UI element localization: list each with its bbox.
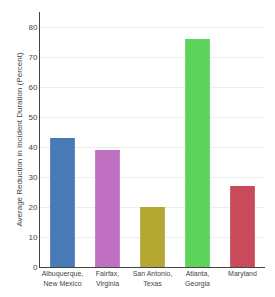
svg-text:10: 10 (28, 233, 37, 242)
svg-text:40: 40 (28, 143, 37, 152)
svg-text:0: 0 (33, 263, 38, 272)
svg-text:20: 20 (28, 203, 37, 212)
svg-text:San Antonio,Texas: San Antonio,Texas (133, 270, 173, 286)
svg-text:Atlanta,Georgia: Atlanta,Georgia (185, 270, 210, 287)
svg-text:60: 60 (28, 83, 37, 92)
svg-text:Albuquerque,New Mexico: Albuquerque,New Mexico (42, 270, 84, 286)
svg-text:70: 70 (28, 53, 37, 62)
svg-text:30: 30 (28, 173, 37, 182)
svg-text:50: 50 (28, 113, 37, 122)
svg-text:80: 80 (28, 23, 37, 32)
svg-text:Fairfax,Virginia: Fairfax,Virginia (96, 270, 119, 287)
svg-text:Maryland: Maryland (228, 270, 257, 278)
svg-text:Average Reduction in Incident: Average Reduction in Incident Duration (… (15, 52, 24, 227)
